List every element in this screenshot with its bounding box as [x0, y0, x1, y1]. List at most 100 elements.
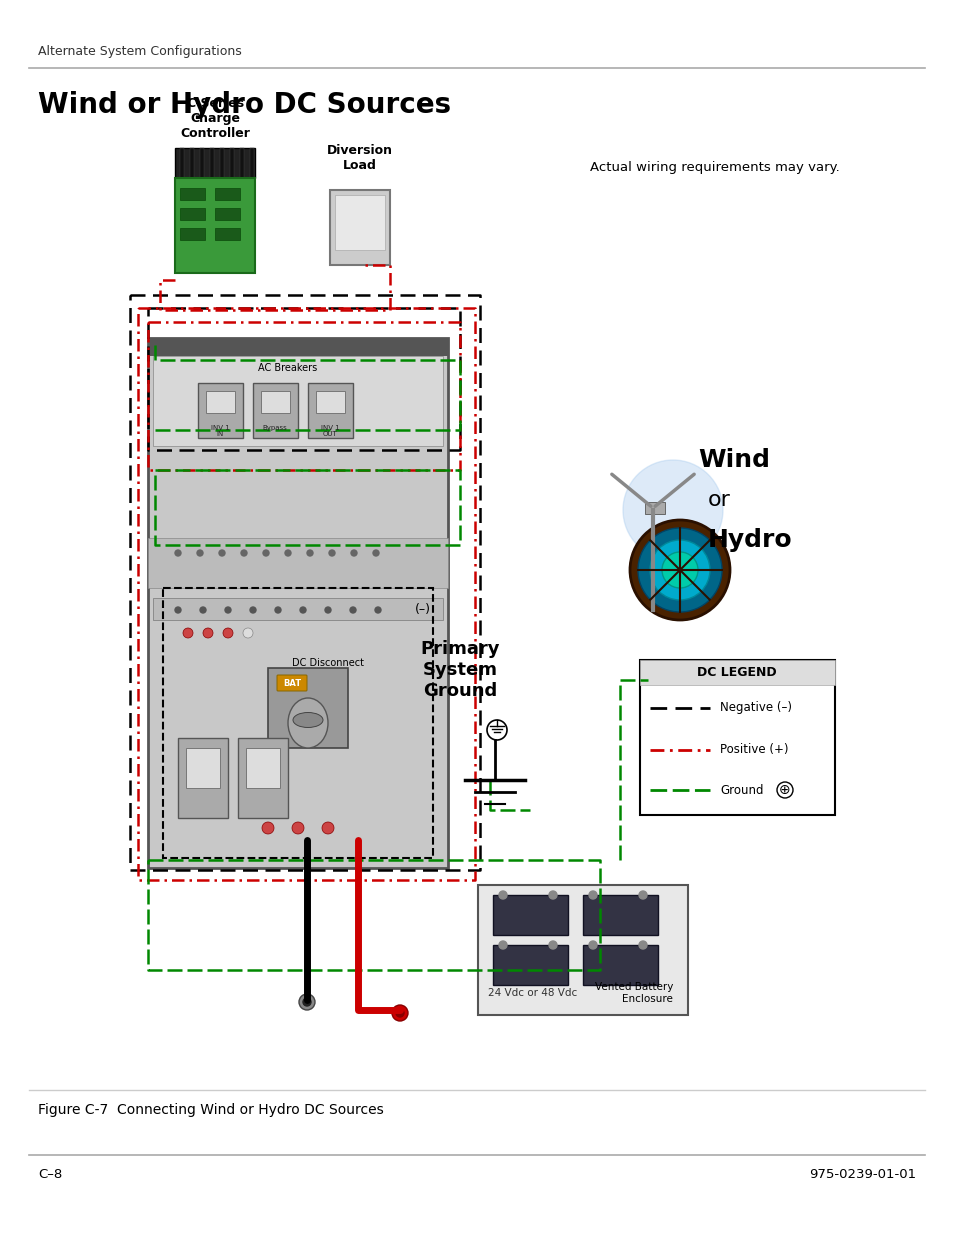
Bar	[210, 148, 213, 178]
Circle shape	[263, 550, 269, 556]
Circle shape	[174, 550, 181, 556]
Circle shape	[243, 629, 253, 638]
Bar	[214, 228, 240, 240]
Text: BAT: BAT	[283, 678, 301, 688]
Text: Bypass: Bypass	[262, 425, 287, 431]
Circle shape	[661, 552, 698, 588]
Circle shape	[303, 998, 311, 1007]
Text: Ground: Ground	[720, 783, 762, 797]
Bar	[180, 207, 205, 220]
Bar	[582, 945, 658, 986]
Bar	[190, 148, 193, 178]
Bar	[253, 383, 297, 438]
Text: 24 Vdc or 48 Vdc: 24 Vdc or 48 Vdc	[488, 988, 577, 998]
Circle shape	[322, 823, 334, 834]
Circle shape	[588, 941, 597, 948]
Circle shape	[638, 529, 721, 613]
Circle shape	[225, 606, 231, 613]
Circle shape	[350, 606, 355, 613]
Bar	[250, 148, 253, 178]
Bar	[230, 148, 233, 178]
Circle shape	[223, 629, 233, 638]
Circle shape	[639, 941, 646, 948]
Text: Primary
System
Ground: Primary System Ground	[420, 640, 499, 699]
Text: OUT: OUT	[322, 431, 337, 437]
Bar	[198, 383, 243, 438]
Bar	[152, 356, 442, 446]
FancyBboxPatch shape	[477, 885, 687, 1015]
Text: AC Breakers: AC Breakers	[258, 363, 317, 373]
Bar	[178, 739, 228, 818]
Circle shape	[183, 629, 193, 638]
Bar	[268, 668, 348, 748]
Circle shape	[498, 941, 506, 948]
FancyBboxPatch shape	[148, 338, 448, 868]
Bar	[148, 338, 448, 356]
Text: Actual wiring requirements may vary.: Actual wiring requirements may vary.	[589, 162, 839, 174]
Bar	[582, 895, 658, 935]
Bar	[180, 148, 184, 178]
Bar	[186, 748, 220, 788]
Bar	[493, 895, 567, 935]
Circle shape	[351, 550, 356, 556]
Bar	[214, 207, 240, 220]
Ellipse shape	[293, 713, 323, 727]
Circle shape	[241, 550, 247, 556]
Circle shape	[200, 606, 206, 613]
Bar	[493, 945, 567, 986]
Text: C–8: C–8	[38, 1168, 62, 1182]
Circle shape	[548, 890, 557, 899]
Text: Hydro: Hydro	[707, 529, 792, 552]
Bar	[315, 391, 345, 412]
Text: (–): (–)	[415, 604, 431, 616]
Text: Positive (+): Positive (+)	[720, 743, 788, 757]
Circle shape	[622, 459, 722, 559]
Text: Diversion
Load: Diversion Load	[327, 144, 393, 172]
Circle shape	[649, 540, 709, 600]
Bar	[200, 148, 204, 178]
Text: Alternate System Configurations: Alternate System Configurations	[38, 46, 241, 58]
Circle shape	[325, 606, 331, 613]
FancyBboxPatch shape	[639, 659, 834, 815]
Bar	[237, 739, 288, 818]
Text: Negative (–): Negative (–)	[720, 701, 791, 715]
Circle shape	[395, 1009, 403, 1016]
Circle shape	[196, 550, 203, 556]
Bar	[152, 598, 442, 620]
Text: Figure C-7  Connecting Wind or Hydro DC Sources: Figure C-7 Connecting Wind or Hydro DC S…	[38, 1103, 383, 1116]
Circle shape	[329, 550, 335, 556]
Bar	[180, 228, 205, 240]
Bar	[163, 588, 433, 858]
Circle shape	[203, 629, 213, 638]
Circle shape	[548, 941, 557, 948]
Circle shape	[219, 550, 225, 556]
Bar	[148, 538, 448, 588]
Text: DC LEGEND: DC LEGEND	[697, 666, 776, 678]
Bar	[330, 190, 390, 266]
Circle shape	[392, 1005, 408, 1021]
Circle shape	[274, 606, 281, 613]
Text: Vented Battery
Enclosure: Vented Battery Enclosure	[594, 982, 672, 1004]
Text: or: or	[707, 490, 730, 510]
Text: Wind or Hydro DC Sources: Wind or Hydro DC Sources	[38, 91, 451, 119]
Circle shape	[629, 520, 729, 620]
Text: INV 1: INV 1	[320, 425, 339, 431]
Circle shape	[639, 890, 646, 899]
Circle shape	[298, 994, 314, 1010]
Bar	[180, 188, 205, 200]
Bar	[308, 383, 353, 438]
Circle shape	[373, 550, 378, 556]
Circle shape	[250, 606, 255, 613]
Circle shape	[174, 606, 181, 613]
Text: INV 1: INV 1	[211, 425, 229, 431]
Circle shape	[498, 890, 506, 899]
Circle shape	[307, 550, 313, 556]
Circle shape	[262, 823, 274, 834]
Ellipse shape	[288, 698, 328, 748]
Bar	[206, 391, 234, 412]
Bar	[335, 195, 385, 249]
Text: DC Disconnect: DC Disconnect	[292, 658, 364, 668]
Circle shape	[299, 606, 306, 613]
Text: IN: IN	[216, 431, 223, 437]
Bar	[240, 148, 244, 178]
